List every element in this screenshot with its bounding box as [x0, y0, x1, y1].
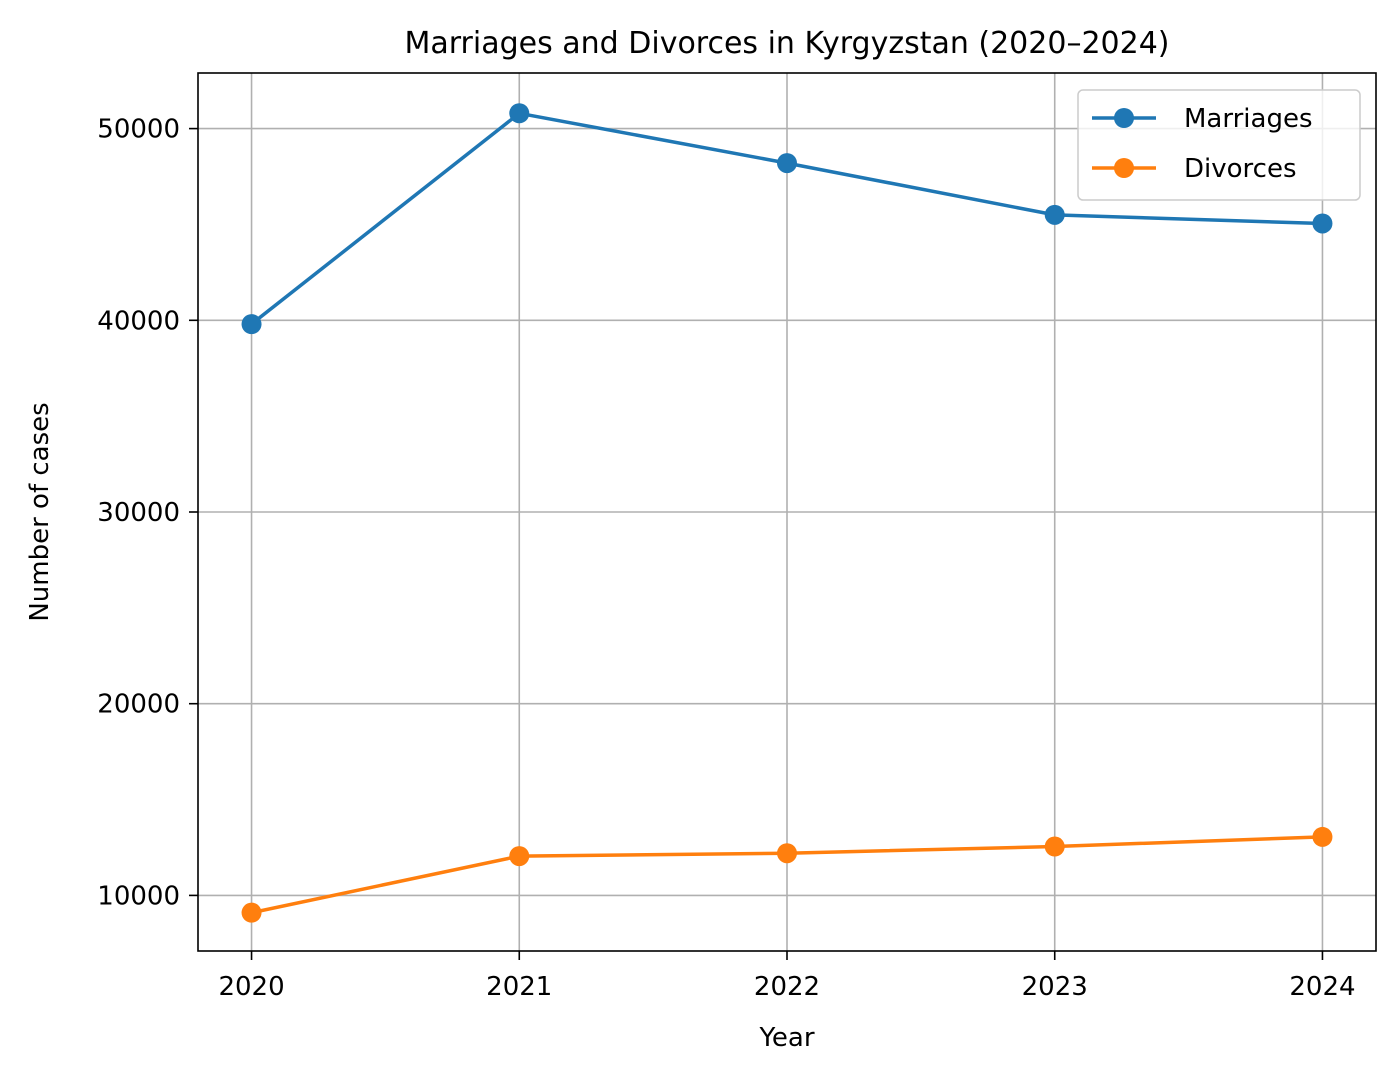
x-tick-label: 2021 [486, 972, 552, 1002]
marriages-point [1044, 204, 1065, 225]
y-tick-label: 20000 [97, 690, 180, 720]
marriages-point [1312, 213, 1333, 234]
legend: Marriages Divorces [1077, 89, 1361, 201]
divorces-point [241, 902, 262, 923]
marriages-point [241, 314, 262, 335]
x-tick-label: 2022 [754, 972, 820, 1002]
legend-divorces-label: Divorces [1184, 154, 1297, 184]
y-tick-label: 30000 [97, 498, 180, 528]
y-tick-label: 50000 [97, 115, 180, 145]
chart-title: Marriages and Divorces in Kyrgyzstan (20… [404, 26, 1169, 61]
x-tick-label: 2020 [218, 972, 284, 1002]
divorces-point [1312, 826, 1333, 847]
x-tick-label: 2024 [1289, 972, 1355, 1002]
y-axis-label: Number of cases [25, 402, 55, 621]
divorces-point [509, 846, 530, 867]
legend-marriages-marker [1114, 108, 1134, 128]
axis-ticks: 2020 2021 2022 2023 2024 10000 20000 30000 40000… [97, 115, 1355, 1002]
divorces-point [1044, 836, 1065, 857]
legend-divorces-marker [1114, 158, 1134, 178]
x-axis-label: Year [758, 1023, 814, 1053]
series-layer [241, 103, 1333, 923]
y-tick-label: 10000 [97, 881, 180, 911]
legend-marriages-label: Marriages [1184, 104, 1313, 134]
marriages-point [777, 153, 797, 174]
divorces-point [777, 843, 797, 864]
x-tick-label: 2023 [1022, 972, 1088, 1002]
marriages-point [509, 103, 530, 124]
y-tick-label: 40000 [97, 306, 180, 336]
